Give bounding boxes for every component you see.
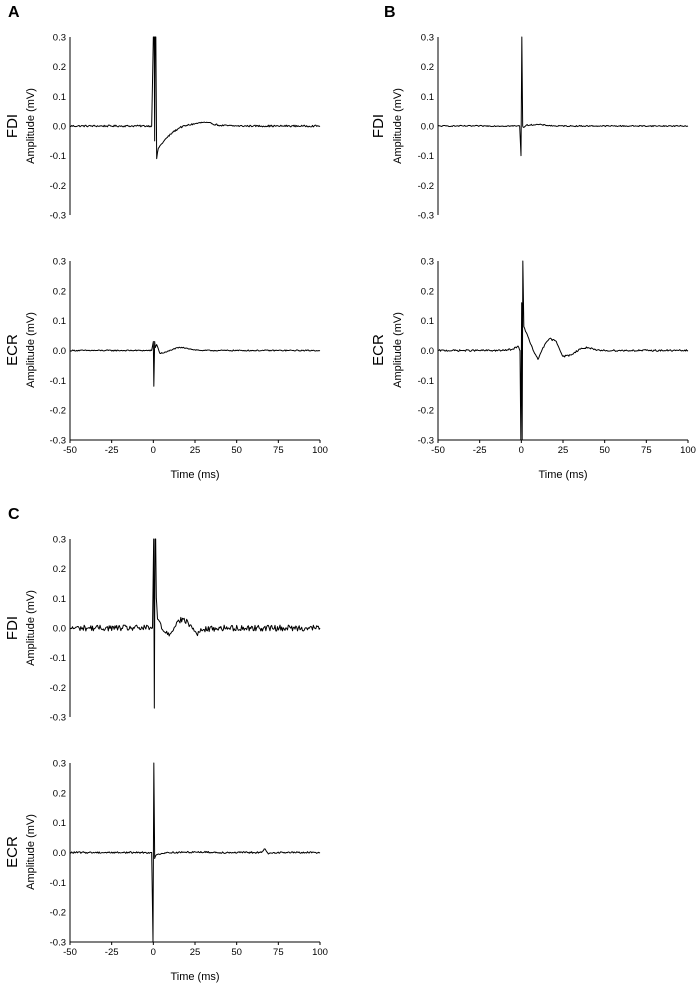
y-tick-label: -0.2: [418, 181, 434, 192]
y-tick-label: -0.1: [418, 376, 434, 387]
y-tick-label: -0.2: [50, 406, 66, 417]
y-tick-label: -0.1: [50, 151, 66, 162]
panel-letter: B: [384, 4, 396, 21]
y-tick-label: -0.3: [50, 938, 66, 949]
emg-trace-fdi: [69, 538, 321, 709]
y-tick-label: 0.2: [53, 62, 66, 73]
x-tick-label: 25: [190, 947, 201, 958]
panel-a-fdi: A FDI Amplitude (mV) 0.3 0.2 0.1 0.0 -0.1 -0.…: [4, 4, 321, 222]
panel-b-fdi: B FDI Amplitude (mV) 0.3 0.2 0.1 0.0 -0.1 -0.…: [370, 4, 689, 222]
y-tick-label: 0.1: [53, 316, 66, 327]
x-axis-label: Time (ms): [170, 971, 219, 983]
panel-letter: C: [8, 506, 20, 523]
y-tick-label: 0.0: [421, 122, 434, 133]
x-tick-label: 75: [641, 445, 652, 456]
x-tick-label: 75: [273, 947, 284, 958]
x-tick-label: -25: [105, 947, 119, 958]
x-axis-label: Time (ms): [170, 469, 219, 481]
y-tick-label: -0.3: [50, 713, 66, 724]
y-tick-label: 0.0: [53, 122, 66, 133]
emg-trace-ecr: [69, 762, 321, 943]
x-tick-label: 100: [312, 445, 328, 456]
muscle-label: FDI: [4, 616, 21, 640]
y-tick-label: 0.3: [53, 535, 66, 546]
y-axis-label: Amplitude (mV): [25, 312, 37, 388]
y-tick-label: 0.2: [53, 286, 66, 297]
y-tick-label: -0.2: [418, 406, 434, 417]
x-tick-label: -25: [473, 445, 487, 456]
y-axis-label: Amplitude (mV): [392, 312, 404, 388]
x-tick-label: 0: [151, 445, 156, 456]
emg-trace-ecr: [437, 260, 689, 441]
y-tick-label: 0.3: [53, 257, 66, 268]
y-tick-label: 0.3: [421, 257, 434, 268]
x-axis-label: Time (ms): [538, 469, 587, 481]
x-tick-label: 25: [558, 445, 569, 456]
y-axis-label: Amplitude (mV): [25, 88, 37, 164]
y-tick-label: 0.3: [53, 33, 66, 44]
y-tick-label: -0.1: [50, 376, 66, 387]
y-axis-label: Amplitude (mV): [25, 814, 37, 890]
y-tick-label: -0.3: [50, 436, 66, 447]
y-tick-label: 0.2: [421, 62, 434, 73]
x-tick-label: 0: [519, 445, 524, 456]
y-tick-label: 0.1: [53, 818, 66, 829]
y-tick-label: -0.1: [50, 878, 66, 889]
y-axis-label: Amplitude (mV): [392, 88, 404, 164]
y-tick-label: 0.3: [421, 33, 434, 44]
x-tick-label: 50: [599, 445, 610, 456]
x-tick-label: -25: [105, 445, 119, 456]
x-tick-label: -50: [63, 947, 77, 958]
y-tick-label: 0.1: [53, 594, 66, 605]
y-tick-label: 0.1: [53, 92, 66, 103]
panel-c-fdi: C FDI Amplitude (mV) 0.3 0.2 0.1 0.0 -0.1 -0.…: [4, 506, 321, 724]
y-tick-label: 0.0: [421, 346, 434, 357]
y-tick-label: 0.0: [53, 624, 66, 635]
y-tick-label: 0.2: [421, 286, 434, 297]
muscle-label: ECR: [4, 836, 21, 868]
y-tick-label: 0.2: [53, 564, 66, 575]
y-tick-label: 0.3: [53, 759, 66, 770]
emg-trace-fdi: [437, 36, 689, 157]
y-tick-label: 0.1: [421, 92, 434, 103]
y-tick-label: -0.3: [418, 436, 434, 447]
emg-trace-fdi: [69, 36, 321, 160]
x-tick-label: 50: [231, 445, 242, 456]
y-tick-label: 0.0: [53, 346, 66, 357]
x-tick-label: 25: [190, 445, 201, 456]
x-tick-label: 50: [231, 947, 242, 958]
panel-a-ecr: ECR Amplitude (mV) Time (ms) 0.3 0.2 0.1 0.…: [4, 257, 328, 482]
muscle-label: FDI: [4, 114, 21, 138]
y-tick-label: 0.1: [421, 316, 434, 327]
x-tick-label: -50: [431, 445, 445, 456]
y-tick-label: -0.1: [50, 653, 66, 664]
muscle-label: ECR: [370, 334, 387, 366]
x-tick-label: 100: [312, 947, 328, 958]
y-tick-label: -0.3: [418, 211, 434, 222]
y-tick-label: 0.0: [53, 848, 66, 859]
muscle-label: ECR: [4, 334, 21, 366]
y-tick-label: -0.3: [50, 211, 66, 222]
y-tick-label: -0.2: [50, 908, 66, 919]
y-axis-label: Amplitude (mV): [25, 590, 37, 666]
y-tick-label: -0.2: [50, 181, 66, 192]
y-tick-label: 0.2: [53, 788, 66, 799]
panel-b-ecr: ECR Amplitude (mV) Time (ms) 0.3 0.2 0.1 0.…: [370, 257, 696, 482]
x-tick-label: 0: [151, 947, 156, 958]
y-tick-label: -0.2: [50, 683, 66, 694]
panel-letter: A: [8, 4, 20, 21]
x-tick-label: -50: [63, 445, 77, 456]
muscle-label: FDI: [370, 114, 387, 138]
emg-trace-ecr: [69, 341, 321, 387]
x-tick-label: 75: [273, 445, 284, 456]
y-tick-label: -0.1: [418, 151, 434, 162]
x-tick-label: 100: [680, 445, 696, 456]
panel-c-ecr: ECR Amplitude (mV) Time (ms) 0.3 0.2 0.1 0.…: [4, 759, 328, 984]
